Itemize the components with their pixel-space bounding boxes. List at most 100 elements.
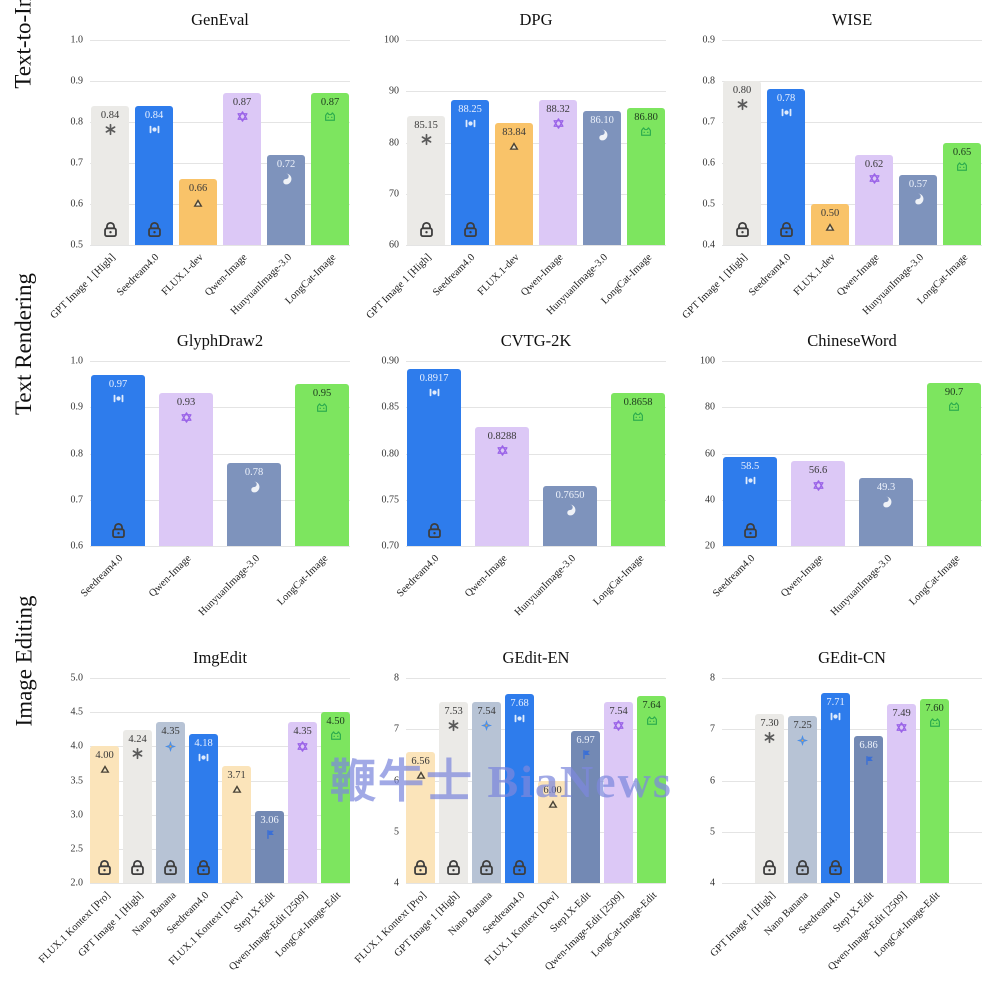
- plot-area: 100 80 60 40 20 58.5 56.6 49.3 90.7: [700, 356, 982, 552]
- qwen-icon: [887, 721, 916, 736]
- lock-icon: [505, 858, 534, 877]
- lock-icon: [123, 858, 152, 877]
- bar-annotation: 0.87: [311, 96, 349, 125]
- y-tick-label: 0.8: [70, 448, 84, 459]
- bar: 0.66: [179, 179, 217, 245]
- row-label-text: Text-to-Image: [11, 0, 36, 89]
- bar-annotation: 6.56: [406, 755, 435, 784]
- gridline: 4.0: [71, 741, 350, 752]
- lock-icon: [189, 858, 218, 877]
- lock-icon: [767, 220, 805, 239]
- bar-annotation: 3.71: [222, 769, 251, 798]
- lock-icon: [156, 858, 185, 877]
- bar: 3.71: [222, 766, 251, 883]
- gridline: 4.5: [71, 707, 350, 718]
- y-tick-label: 90: [389, 85, 399, 97]
- y-tick-label: 2.0: [70, 877, 84, 889]
- x-tick-label: Qwen-Image: [203, 252, 250, 299]
- x-tick-label: FLUX.1-dev: [475, 252, 522, 298]
- gridline: 80: [705, 402, 982, 413]
- bar: 58.5: [723, 456, 777, 546]
- longcat-icon: [321, 729, 350, 744]
- bar: 0.97: [91, 374, 145, 546]
- bar-annotation: 7.68: [505, 697, 534, 726]
- y-tick-label: 20: [705, 540, 715, 552]
- bar-value: 7.64: [642, 700, 661, 712]
- gridline: 0.85: [382, 402, 666, 413]
- lock-icon: [91, 521, 145, 540]
- bar: 0.87: [223, 93, 261, 245]
- x-axis-labels: GPT Image 1 [High] Nano Banana Seedream4.0…: [708, 883, 982, 1001]
- bar-value: 85.15: [414, 120, 438, 132]
- bar-annotation: 7.54: [604, 705, 633, 734]
- bar-value: 0.72: [276, 158, 296, 170]
- row-label: Text-to-Image: [0, 0, 48, 89]
- y-tick-label: 0.6: [702, 157, 716, 169]
- bar: 49.3: [859, 478, 913, 546]
- bar-value: 0.65: [952, 146, 972, 158]
- y-tick-label: 40: [705, 494, 715, 506]
- bar-annotation: 0.62: [855, 158, 893, 187]
- y-tick-label: 0.85: [381, 401, 400, 413]
- flux-icon: [538, 798, 567, 813]
- bar-annotation: 7.49: [887, 707, 916, 736]
- bar-annotation: 7.25: [788, 719, 817, 748]
- bar: 7.68: [505, 694, 534, 883]
- bar: 88.32: [539, 99, 577, 245]
- gridline: 0.9: [71, 76, 350, 87]
- plot-area: 1.0 0.9 0.8 0.7 0.6 0.97 0.93 0.78 0.95: [71, 356, 350, 552]
- qwen-icon: [475, 444, 529, 459]
- plot-area: 1.0 0.9 0.8 0.7 0.6 0.5 0.84 0.84 0.66 0.87 0.72 0.…: [71, 35, 350, 251]
- bar: 7.49: [887, 704, 916, 883]
- bar: 0.8917: [407, 368, 461, 546]
- gridline: 7: [394, 724, 666, 735]
- y-tick-label: 0.4: [702, 239, 716, 251]
- seedream-icon: [91, 392, 145, 407]
- y-tick-label: 0.7: [70, 494, 84, 506]
- bar-annotation: 4.50: [321, 715, 350, 744]
- openai-icon: [407, 133, 445, 148]
- bar: 4.50: [321, 712, 350, 883]
- y-tick-label: 7: [710, 723, 715, 735]
- bar-annotation: 88.32: [539, 103, 577, 132]
- plot-area: 5.0 4.5 4.0 3.5 3.0 2.5 2.0 4.00 4.24 4.35 4.18 3.7…: [71, 673, 350, 889]
- x-tick-label: Qwen-Image: [147, 553, 194, 600]
- gridline: 0.5: [703, 199, 982, 210]
- gridline: 4: [394, 878, 666, 889]
- chart-row: Text-to-Image GenEval 1.0 0.9 0.8 0.7 0.6 0.5 0.…: [0, 0, 1000, 325]
- seedream-icon: [407, 386, 461, 401]
- bar-value: 4.24: [128, 733, 147, 745]
- longcat-icon: [311, 110, 349, 125]
- y-tick-label: 5: [394, 826, 399, 838]
- bar-value: 4.35: [161, 726, 180, 738]
- bar-annotation: 56.6: [791, 464, 845, 493]
- step1x-icon: [571, 748, 600, 763]
- bar-value: 7.49: [892, 708, 911, 720]
- bar-annotation: 7.60: [920, 702, 949, 731]
- seedream-icon: [135, 123, 173, 138]
- bar: 6.56: [406, 751, 435, 883]
- y-tick-label: 5: [710, 826, 715, 838]
- bar: 4.24: [123, 729, 152, 883]
- bar-annotation: 86.80: [627, 111, 665, 140]
- hunyuan-icon: [899, 192, 937, 207]
- lock-icon: [91, 220, 129, 239]
- bar-value: 88.25: [458, 104, 482, 116]
- bar: 6.86: [854, 736, 883, 883]
- openai-icon: [723, 98, 761, 113]
- bar-value: 0.50: [820, 208, 840, 219]
- bar-value: 4.50: [326, 716, 345, 728]
- bar-annotation: 0.78: [227, 466, 281, 495]
- gridline: 4: [710, 878, 982, 889]
- y-tick-label: 100: [700, 355, 715, 367]
- bar-value: 4.35: [293, 726, 312, 738]
- gridline: 80: [389, 137, 666, 148]
- y-tick-label: 0.90: [381, 355, 400, 367]
- bar-value: 7.60: [925, 702, 944, 714]
- y-tick-label: 0.70: [381, 540, 400, 552]
- seedream-icon: [451, 117, 489, 132]
- lock-icon: [135, 220, 173, 239]
- x-tick-label: GPT Image 1 [High]: [364, 252, 434, 322]
- chart: GlyphDraw2 1.0 0.9 0.8 0.7 0.6 0.97 0.93 0.78 0.9…: [48, 331, 350, 642]
